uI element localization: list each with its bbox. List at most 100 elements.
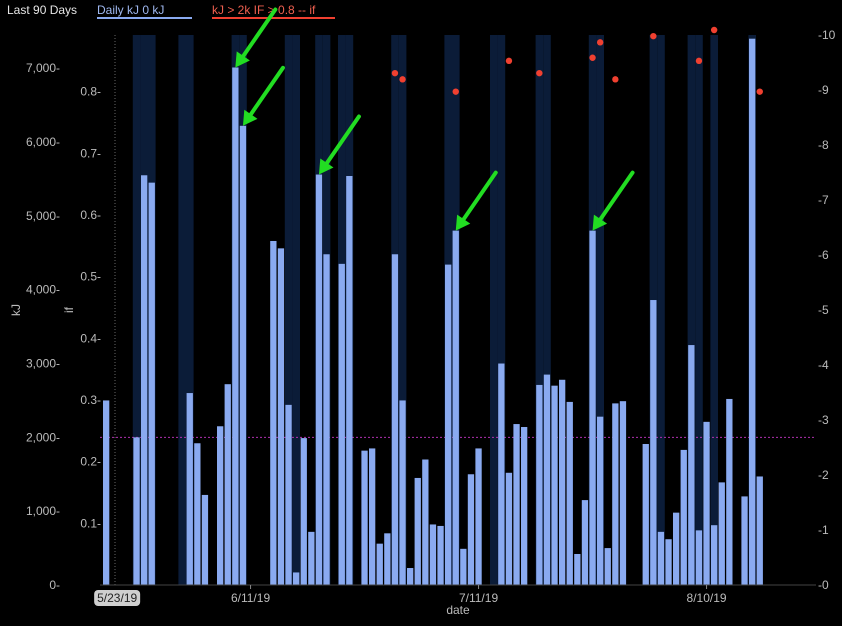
bar-7/15/19[interactable] xyxy=(505,472,513,585)
bar-8/15/19[interactable] xyxy=(741,496,748,585)
band-6/16/19 xyxy=(284,35,293,585)
if-point-7/19/19[interactable] xyxy=(536,69,543,77)
bar-7/30/19[interactable] xyxy=(619,401,627,585)
bar-7/10/19[interactable] xyxy=(467,474,475,585)
bar-7/25/19[interactable] xyxy=(581,500,589,585)
bar-8/9/19[interactable] xyxy=(695,530,703,585)
if-tick-label: 0.6- xyxy=(80,208,101,222)
bar-6/21/19[interactable] xyxy=(323,254,330,585)
bar-6/16/19[interactable] xyxy=(285,404,292,585)
bar-8/4/19[interactable] xyxy=(657,531,665,585)
bar-7/17/19[interactable] xyxy=(521,427,528,585)
bar-6/19/19[interactable] xyxy=(308,531,315,585)
bar-6/10/19[interactable] xyxy=(239,125,247,586)
if-point-8/11/19[interactable] xyxy=(710,26,718,34)
bar-7/11/19[interactable] xyxy=(475,448,482,585)
bar-6/14/19[interactable] xyxy=(270,240,277,586)
bar-5/27/19[interactable] xyxy=(133,437,140,585)
bar-7/4/19[interactable] xyxy=(422,459,429,585)
if-point-7/26/19[interactable] xyxy=(589,54,596,61)
legend-if[interactable]: kJ > 2k IF > 0.8 -- if xyxy=(212,3,316,17)
bar-7/24/19[interactable] xyxy=(574,553,581,585)
bar-6/17/19[interactable] xyxy=(293,572,300,585)
legend-daily-underline xyxy=(97,17,192,19)
bar-7/19/19[interactable] xyxy=(536,384,543,585)
bar-7/2/19[interactable] xyxy=(407,568,414,585)
bar-6/26/19[interactable] xyxy=(361,450,368,585)
if-point-7/8/19[interactable] xyxy=(452,88,459,95)
bar-8/17/19[interactable] xyxy=(756,476,763,585)
bar-6/8/19[interactable] xyxy=(224,384,231,585)
bar-8/11/19[interactable] xyxy=(711,525,718,585)
bar-8/5/19[interactable] xyxy=(665,539,672,585)
bar-7/22/19[interactable] xyxy=(559,379,566,585)
if-point-7/27/19[interactable] xyxy=(596,39,604,46)
bar-8/12/19[interactable] xyxy=(718,482,725,585)
if-point-7/29/19[interactable] xyxy=(612,76,619,83)
band-7/13/19 xyxy=(490,35,498,585)
bar-6/20/19[interactable] xyxy=(315,174,323,585)
bar-7/6/19[interactable] xyxy=(437,525,444,585)
bar-7/8/19[interactable] xyxy=(452,230,459,586)
bar-7/16/19[interactable] xyxy=(513,424,520,585)
bar-6/18/19[interactable] xyxy=(300,438,307,585)
bar-6/27/19[interactable] xyxy=(369,448,376,585)
annotation-arrow-group xyxy=(235,7,635,231)
bar-6/28/19[interactable] xyxy=(376,543,383,585)
bar-6/23/19[interactable] xyxy=(338,263,345,585)
if-point-8/3/19[interactable] xyxy=(650,32,657,40)
legend-daily-kj[interactable]: Daily kJ 0 kJ xyxy=(97,3,165,17)
bar-6/4/19[interactable] xyxy=(194,443,201,585)
bar-group xyxy=(103,38,763,586)
bar-6/3/19[interactable] xyxy=(186,393,193,585)
bar-5/29/19[interactable] xyxy=(148,182,155,585)
bar-7/28/19[interactable] xyxy=(604,548,611,585)
bar-8/2/19[interactable] xyxy=(642,443,649,585)
bar-7/5/19[interactable] xyxy=(429,524,437,585)
annotation-arrow xyxy=(242,65,285,126)
bar-7/27/19[interactable] xyxy=(597,416,604,585)
bar-6/7/19[interactable] xyxy=(217,426,224,585)
right-tick-label: -9 xyxy=(818,83,829,97)
bar-7/3/19[interactable] xyxy=(414,477,421,585)
bar-7/7/19[interactable] xyxy=(445,264,452,585)
kj-tick-label: 4,000- xyxy=(26,283,60,297)
bar-7/26/19[interactable] xyxy=(589,230,596,586)
bar-8/10/19[interactable] xyxy=(703,421,710,585)
if-point-7/1/19[interactable] xyxy=(399,76,406,83)
bar-6/5/19[interactable] xyxy=(201,494,209,585)
bar-6/29/19[interactable] xyxy=(384,533,391,585)
if-point-6/30/19[interactable] xyxy=(391,69,399,77)
bar-8/13/19[interactable] xyxy=(726,398,733,585)
bar-8/16/19[interactable] xyxy=(749,38,756,585)
band-7/20/19 xyxy=(543,35,551,585)
if-point-8/9/19[interactable] xyxy=(695,57,703,65)
bar-6/24/19[interactable] xyxy=(346,176,353,585)
first-date-badge[interactable] xyxy=(94,590,141,606)
range-label[interactable]: Last 90 Days xyxy=(7,3,78,17)
bar-7/1/19[interactable] xyxy=(399,400,406,585)
bar-6/9/19[interactable] xyxy=(232,67,239,586)
bar-7/29/19[interactable] xyxy=(612,403,619,585)
bar-5/28/19[interactable] xyxy=(141,175,148,585)
if-point-8/17/19[interactable] xyxy=(756,88,763,95)
bar-8/8/19[interactable] xyxy=(688,345,695,585)
band-8/8/19 xyxy=(687,35,696,585)
bar-7/14/19[interactable] xyxy=(498,363,505,585)
bar-6/15/19[interactable] xyxy=(277,248,285,585)
bar-7/20/19[interactable] xyxy=(543,374,551,585)
bar-6/30/19[interactable] xyxy=(391,254,399,585)
bar-5/23/19[interactable] xyxy=(103,400,110,585)
bar-8/3/19[interactable] xyxy=(650,300,657,585)
band-7/19/19 xyxy=(535,35,544,585)
bar-8/6/19[interactable] xyxy=(673,512,680,585)
band-6/2/19 xyxy=(178,35,186,585)
bar-7/9/19[interactable] xyxy=(460,548,467,585)
bar-7/23/19[interactable] xyxy=(566,401,573,585)
band-7/27/19 xyxy=(596,35,604,585)
bar-7/21/19[interactable] xyxy=(551,385,558,585)
right-tick-label: -5 xyxy=(818,303,829,317)
if-point-7/15/19[interactable] xyxy=(505,57,513,65)
bar-8/7/19[interactable] xyxy=(680,449,687,585)
